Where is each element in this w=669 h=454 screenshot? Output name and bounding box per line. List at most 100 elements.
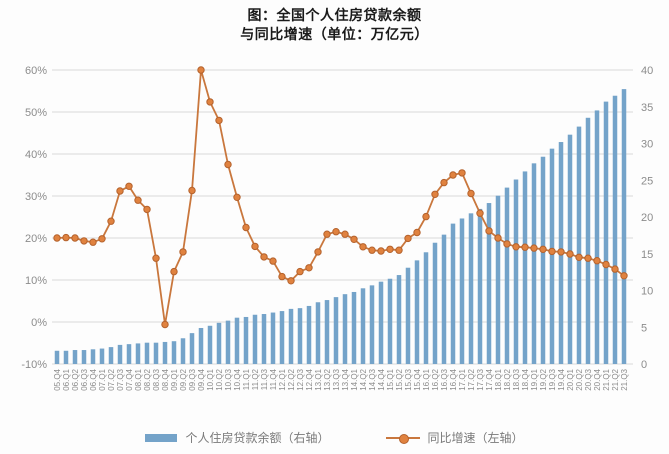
line-marker	[611, 265, 619, 273]
x-axis-tick: 05.Q4	[53, 368, 62, 390]
bar-series-balance	[54, 89, 627, 365]
legend-item-balance: 个人住房贷款余额（右轴）	[145, 429, 330, 446]
x-axis-tick: 20.Q4	[593, 368, 602, 390]
line-marker	[71, 234, 79, 242]
line-marker	[341, 230, 349, 238]
bar	[270, 312, 276, 364]
line-marker	[566, 250, 574, 258]
bar	[207, 325, 213, 364]
x-axis-tick: 20.Q1	[566, 368, 575, 390]
x-axis-tick: 12.Q2	[287, 368, 296, 390]
x-axis-tick: 11.Q3	[260, 368, 269, 390]
line-marker	[602, 260, 610, 269]
chart-title: 图：全国个人住房贷款余额 与同比增速（单位：万亿元）	[0, 6, 669, 44]
bar	[369, 285, 375, 364]
line-marker	[80, 237, 88, 245]
line-marker	[206, 98, 214, 106]
x-axis-tick: 17.Q2	[467, 368, 476, 390]
x-axis-tick: 13.Q2	[323, 368, 332, 390]
right-axis-tick: 5	[641, 322, 647, 334]
bar	[360, 288, 366, 364]
bar	[351, 291, 357, 364]
line-marker	[467, 189, 475, 198]
x-axis-tick: 13.Q1	[314, 368, 323, 390]
x-axis-tick: 07.Q2	[107, 368, 116, 390]
line-marker	[395, 246, 403, 254]
bar	[342, 294, 348, 364]
bar	[252, 314, 258, 364]
bar	[504, 187, 510, 364]
line-marker	[386, 245, 394, 254]
bar	[378, 281, 384, 364]
bar	[486, 203, 492, 364]
bar	[621, 89, 627, 365]
bar	[234, 317, 240, 364]
bar	[315, 302, 321, 364]
line-marker	[503, 240, 511, 248]
x-axis-tick: 06.Q3	[80, 368, 89, 390]
line-marker	[179, 248, 187, 256]
bar	[153, 342, 159, 364]
right-axis-tick: 10	[641, 286, 653, 298]
line-marker	[413, 228, 421, 237]
right-axis-tick: 40	[641, 65, 653, 77]
bar	[72, 350, 78, 364]
x-axis-tick: 18.Q3	[512, 368, 521, 390]
line-marker	[512, 243, 520, 251]
line-marker	[143, 205, 151, 214]
bar	[477, 208, 483, 364]
x-axis-tick: 14.Q3	[368, 368, 377, 390]
left-axis-tick: -10%	[21, 359, 47, 371]
x-axis-tick: 09.Q1	[170, 368, 179, 390]
bar	[243, 316, 249, 364]
left-axis-tick: 10%	[25, 275, 47, 287]
bar	[225, 320, 231, 364]
line-marker	[242, 223, 250, 232]
line-marker	[368, 246, 376, 254]
left-axis-tick: 40%	[25, 149, 47, 161]
x-axis-tick: 16.Q1	[422, 368, 431, 390]
line-marker	[314, 248, 322, 256]
x-axis-tick: 20.Q3	[584, 368, 593, 390]
bar	[585, 117, 591, 364]
legend-label-growth: 同比增速（左轴）	[427, 431, 524, 445]
x-axis-tick: 15.Q4	[413, 368, 422, 390]
chart-title-line2: 与同比增速（单位：万亿元）	[240, 26, 429, 42]
bar	[126, 344, 132, 364]
line-marker	[431, 190, 439, 199]
line-marker	[557, 248, 565, 256]
x-axis-tick: 21.Q3	[620, 368, 629, 390]
x-axis-tick: 21.Q1	[602, 368, 611, 390]
line-marker	[62, 233, 70, 242]
line-marker	[305, 264, 313, 272]
bar	[414, 260, 420, 364]
bar	[396, 275, 402, 364]
bar	[522, 171, 528, 364]
line-marker	[278, 272, 286, 281]
chart-title-line1: 图：全国个人住房贷款余额	[247, 7, 422, 23]
x-axis-tick: 16.Q3	[440, 368, 449, 390]
bar	[324, 300, 330, 364]
x-axis-tick: 13.Q4	[341, 368, 350, 390]
x-axis-tick: 06.Q2	[71, 368, 80, 390]
line-marker	[188, 186, 196, 195]
line-marker	[98, 235, 106, 243]
x-axis-tick: 17.Q4	[485, 368, 494, 390]
x-axis-tick: 17.Q3	[476, 368, 485, 390]
line-marker	[350, 235, 358, 244]
x-axis-tick: 11.Q1	[242, 368, 251, 390]
line-marker	[323, 230, 331, 238]
bar	[306, 305, 312, 364]
line-marker	[161, 320, 169, 329]
line-marker	[53, 234, 61, 242]
line-marker	[152, 254, 160, 262]
bar	[450, 223, 456, 364]
left-axis-tick: 30%	[25, 191, 47, 203]
legend-label-balance: 个人住房贷款余额（右轴）	[185, 431, 330, 445]
line-marker	[575, 253, 583, 261]
x-axis-tick: 12.Q3	[296, 368, 305, 390]
right-axis-tick: 15	[641, 249, 653, 261]
line-marker	[620, 272, 628, 280]
